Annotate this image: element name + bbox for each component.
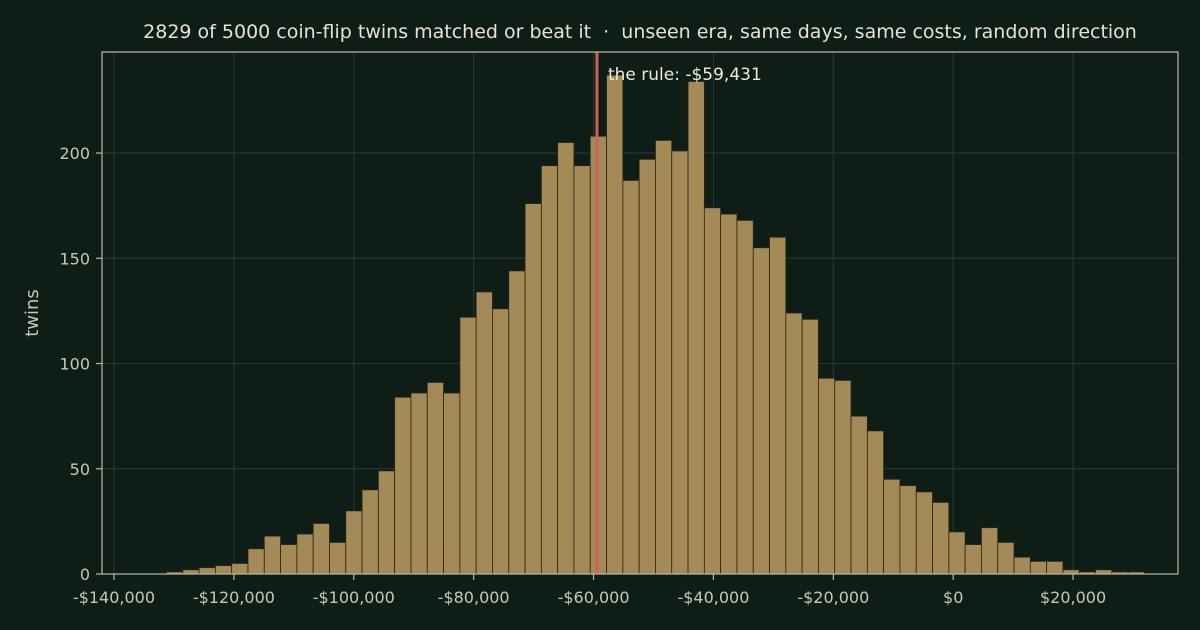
y-tick-label: 50 (70, 460, 90, 479)
histogram-bar (475, 291, 493, 575)
y-axis-label: twins (22, 289, 43, 337)
y-tick-label: 150 (59, 249, 90, 268)
histogram-bar (752, 247, 770, 575)
x-tick-label: -$40,000 (677, 588, 749, 607)
x-tick-label: -$80,000 (438, 588, 510, 607)
histogram-bar (524, 203, 542, 575)
histogram-bar (198, 567, 216, 575)
x-tick-label: -$100,000 (313, 588, 395, 607)
histogram-bars (166, 74, 1145, 575)
histogram-bar (377, 470, 396, 575)
y-axis-ticks: 0 50 100 150 200 (59, 144, 102, 584)
histogram-bar (1029, 560, 1048, 575)
y-tick-label: 0 (80, 565, 90, 584)
x-tick-label: -$140,000 (73, 588, 155, 607)
histogram-bar (720, 213, 738, 575)
histogram-bar (214, 565, 233, 575)
histogram-bar (394, 396, 412, 575)
histogram-bar (231, 563, 249, 575)
histogram-bar (329, 542, 347, 575)
histogram-bar (932, 502, 950, 575)
histogram-bar (459, 316, 477, 575)
histogram-bar (1062, 569, 1080, 575)
histogram-bar (915, 491, 933, 575)
histogram-bar (883, 478, 901, 575)
histogram-bar (443, 392, 461, 575)
histogram-bar (997, 542, 1015, 575)
histogram-bar (964, 544, 982, 575)
histogram-bar (834, 379, 852, 575)
plot-frame (101, 51, 1179, 575)
chart-title: 2829 of 5000 coin-flip twins matched or … (143, 21, 1137, 43)
histogram-bar (426, 382, 444, 575)
histogram-bar (573, 165, 591, 575)
x-axis-ticks: -$140,000 -$120,000 -$100,000 -$80,000 -$60,… (73, 574, 1106, 607)
histogram-bar (296, 533, 314, 575)
histogram-bar (866, 430, 885, 575)
histogram-bar (508, 270, 526, 575)
histogram-bar (606, 74, 624, 575)
histogram-bar (818, 377, 836, 575)
histogram-bar (345, 510, 363, 575)
histogram-bar (769, 236, 787, 575)
histogram-bar (899, 485, 917, 575)
histogram-bar (622, 179, 640, 575)
histogram-bar (312, 523, 330, 575)
histogram-bar (1013, 556, 1031, 575)
x-tick-label: $20,000 (1040, 588, 1106, 607)
histogram-bar (263, 535, 281, 575)
histogram-bar (492, 308, 510, 575)
x-tick-label: -$20,000 (797, 588, 869, 607)
histogram-bar (736, 219, 754, 575)
histogram-bar (410, 392, 428, 575)
histogram-bar (361, 489, 379, 575)
histogram-bar (182, 569, 200, 575)
histogram-bar (981, 527, 999, 575)
x-tick-label: -$60,000 (558, 588, 630, 607)
histogram-bar (703, 207, 722, 575)
histogram-bar (785, 312, 803, 575)
histogram-bar (655, 140, 673, 575)
rule-marker-label: the rule: -$59,431 (608, 65, 762, 85)
x-tick-label: -$120,000 (193, 588, 275, 607)
x-tick-label: $0 (943, 588, 963, 607)
y-tick-label: 200 (59, 144, 90, 163)
histogram-bar (540, 165, 559, 575)
y-tick-label: 100 (59, 355, 90, 374)
histogram-bar (850, 415, 868, 575)
histogram-bar (280, 544, 298, 575)
histogram-bar (801, 318, 819, 575)
histogram-bar (948, 531, 966, 575)
histogram-bar (687, 81, 705, 575)
histogram-bar (247, 548, 265, 575)
histogram-bar (557, 142, 575, 575)
histogram-bar (671, 150, 689, 575)
histogram-bar (1095, 569, 1113, 575)
histogram-bar (638, 158, 656, 575)
histogram-bar (1046, 560, 1064, 575)
